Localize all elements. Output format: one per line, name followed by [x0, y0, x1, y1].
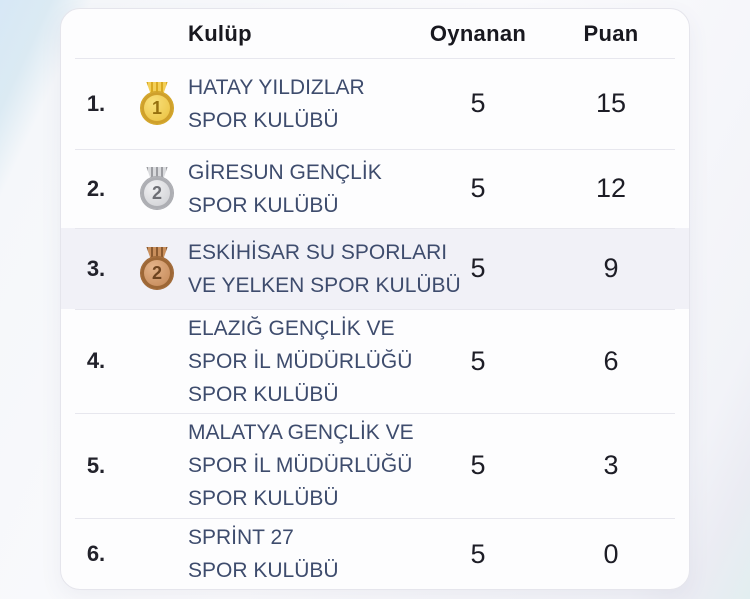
points-value: 3 [603, 450, 619, 480]
played-column-header: Oynanan [429, 20, 527, 46]
club-name: HATAY YILDIZLAR SPOR KULÜBÜ [188, 75, 365, 132]
rank-label: 4. [86, 348, 106, 373]
medal-digit-label: 2 [140, 256, 174, 290]
played-value: 5 [470, 88, 486, 118]
medal-digit-label: 1 [140, 91, 174, 125]
silver-medal-icon: 2 [140, 167, 174, 210]
table-row-highlighted: 3. 2 ESKİHİSAR SU SPORLARI VE YELKEN SPO… [61, 228, 689, 309]
points-value: 15 [595, 88, 627, 118]
bronze-medal-icon: 2 [140, 247, 174, 290]
table-row: 6. SPRİNT 27 SPOR KULÜBÜ 5 0 [61, 518, 689, 589]
table-row: 5. MALATYA GENÇLİK VE SPOR İL MÜDÜRLÜĞÜ … [61, 413, 689, 518]
medal-digit-label: 2 [140, 176, 174, 210]
table-row: 2. 2 GİRESUN GENÇLİK SPOR KULÜBÜ 5 12 [61, 149, 689, 228]
played-value: 5 [470, 538, 486, 569]
rank-label: 5. [86, 452, 106, 478]
played-value: 5 [470, 450, 486, 480]
played-value: 5 [470, 253, 486, 283]
rank-label: 6. [86, 541, 106, 566]
rank-label: 2. [86, 175, 106, 201]
club-name: ELAZIĞ GENÇLİK VE SPOR İL MÜDÜRLÜĞÜ SPOR… [188, 316, 413, 406]
club-name: SPRİNT 27 SPOR KULÜBÜ [188, 526, 339, 582]
table-row: 4. ELAZIĞ GENÇLİK VE SPOR İL MÜDÜRLÜĞÜ S… [61, 309, 689, 413]
standings-card: Kulüp Oynanan Puan 1. 1 HATAY YILDIZLAR … [60, 8, 690, 590]
club-name: MALATYA GENÇLİK VE SPOR İL MÜDÜRLÜĞÜ SPO… [188, 421, 414, 510]
table-header-row: Kulüp Oynanan Puan [61, 9, 689, 58]
club-name: GİRESUN GENÇLİK SPOR KULÜBÜ [188, 160, 382, 217]
points-value: 0 [603, 538, 619, 569]
played-value: 5 [470, 173, 486, 203]
club-column-header: Kulüp [188, 20, 252, 46]
rank-label: 3. [86, 255, 106, 281]
points-value: 9 [603, 253, 619, 283]
points-value: 12 [595, 173, 627, 203]
points-column-header: Puan [583, 20, 639, 46]
gold-medal-icon: 1 [140, 82, 174, 125]
played-value: 5 [470, 345, 486, 376]
rank-label: 1. [86, 90, 106, 116]
table-row: 1. 1 HATAY YILDIZLAR SPOR KULÜBÜ 5 15 [61, 58, 689, 149]
club-name: ESKİHİSAR SU SPORLARI VE YELKEN SPOR KUL… [188, 240, 461, 297]
points-value: 6 [603, 345, 619, 376]
